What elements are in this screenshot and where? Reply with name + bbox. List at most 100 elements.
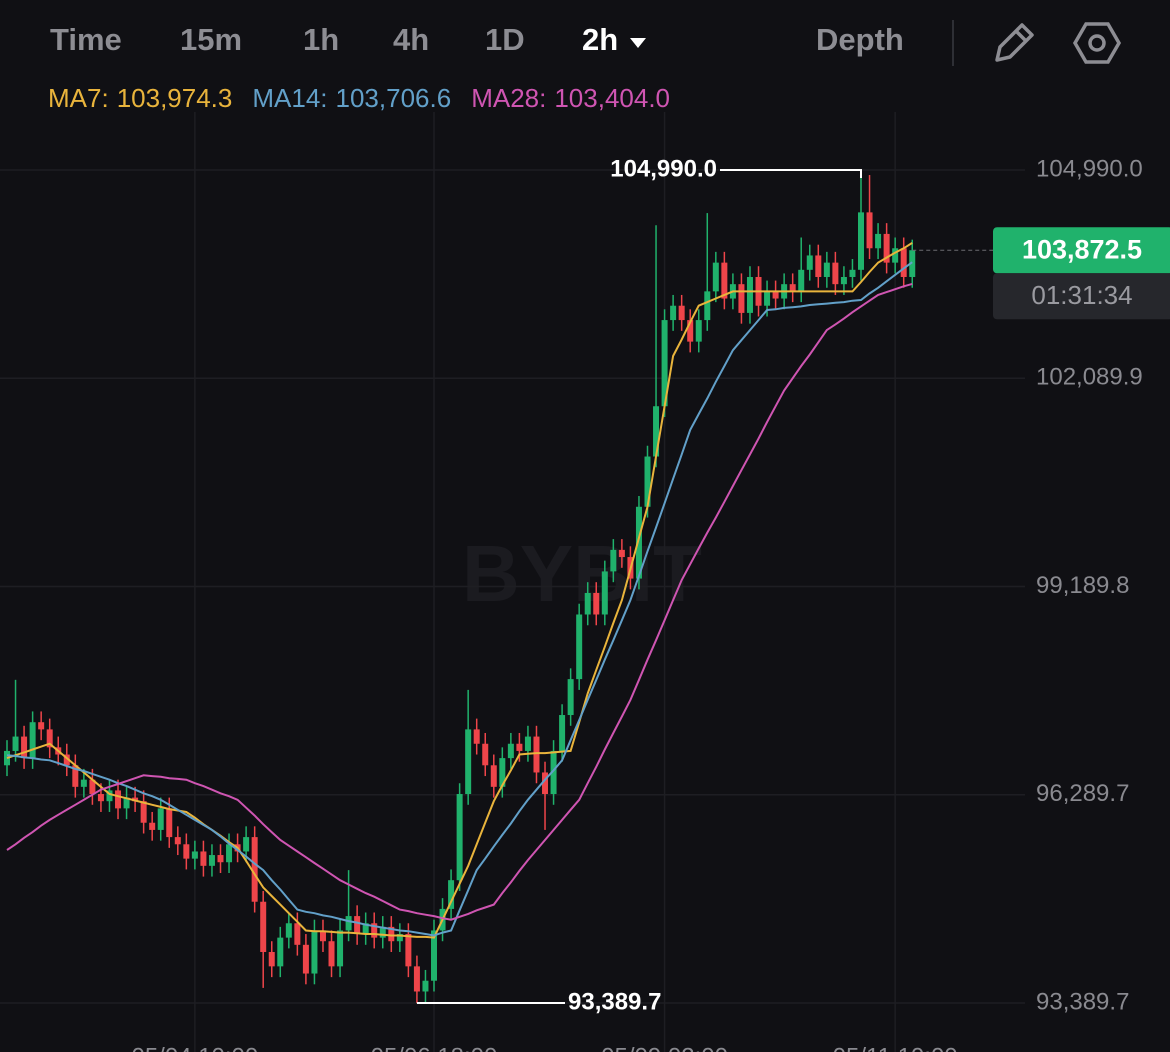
candle-body	[345, 916, 352, 931]
candle-body	[12, 736, 19, 751]
candle-body	[456, 794, 463, 881]
y-tick-label: 96,289.7	[1036, 780, 1129, 807]
settings-icon[interactable]	[1072, 22, 1122, 64]
candle-body	[362, 923, 369, 935]
depth-tab[interactable]: Depth	[816, 22, 904, 57]
candle-body	[260, 901, 267, 952]
candle-body	[798, 269, 805, 292]
watermark: BYBIT	[462, 529, 702, 618]
candle-body	[473, 729, 480, 744]
candle-body	[883, 233, 890, 263]
candle-body	[866, 212, 873, 249]
candle-body	[849, 269, 856, 277]
timeframe-tab[interactable]: 1h	[303, 22, 339, 57]
candle-body	[268, 951, 275, 967]
candle-body	[208, 855, 215, 866]
candle-body	[653, 406, 660, 457]
candle-body	[38, 722, 45, 730]
candle-body	[584, 592, 591, 615]
ma-line	[6, 282, 913, 921]
candle-body	[149, 822, 156, 830]
legend-name: MA28:	[471, 83, 546, 113]
candle-body	[46, 729, 53, 748]
plot-area: BYBIT 104,990.0 102,089.9 99,189.8 96,289.7 9…	[0, 112, 1170, 1052]
candle-body	[516, 743, 523, 751]
high-marker-line	[720, 169, 862, 178]
candle-body	[132, 797, 139, 802]
legend-name: MA7:	[48, 83, 109, 113]
candle-body	[465, 729, 472, 795]
candle-body	[217, 855, 224, 863]
candle-body	[610, 549, 617, 572]
x-tick-label: 05/04 10:00	[131, 1043, 258, 1052]
legend-value: 103,404.0	[554, 83, 670, 113]
candle-body	[200, 851, 207, 866]
candle-body	[80, 779, 87, 787]
candle-body	[832, 262, 839, 285]
candle-body	[858, 212, 864, 270]
candle-body	[542, 772, 549, 795]
candle-body	[328, 941, 335, 967]
candle-body	[789, 284, 796, 292]
x-tick-label: 05/11 10:00	[833, 1043, 958, 1052]
y-tick-label: 104,990.0	[1036, 155, 1143, 182]
candle-body	[413, 966, 420, 992]
candle-body	[319, 930, 326, 942]
candle-body	[533, 736, 540, 773]
candle-body	[72, 765, 79, 787]
candle-body	[900, 248, 907, 277]
candle-body	[815, 255, 822, 277]
candle-body	[635, 506, 642, 579]
candle-body	[772, 291, 779, 299]
candle-body	[294, 923, 301, 945]
candle-body	[746, 276, 753, 313]
candle-body	[507, 743, 514, 759]
candle-body	[191, 851, 198, 859]
candle-body	[909, 250, 916, 277]
candle-body	[396, 934, 403, 942]
candle-body	[687, 320, 694, 342]
y-tick-label: 99,189.8	[1036, 572, 1129, 599]
y-tick-label: 102,089.9	[1036, 364, 1143, 391]
candle-body	[166, 808, 173, 838]
candle-body	[405, 934, 412, 967]
legend: MA7: 103,974.3 MA14: 103,706.6 MA28: 103,404.…	[48, 83, 670, 113]
legend-name: MA14:	[252, 83, 327, 113]
candle-body	[875, 233, 882, 249]
countdown-label: 01:31:34	[1031, 280, 1132, 310]
timeframe-tab[interactable]: 1D	[485, 22, 525, 57]
legend-value: 103,974.3	[117, 83, 233, 113]
candle-body	[712, 262, 719, 292]
candle-body	[337, 930, 344, 967]
candle-body	[559, 715, 566, 751]
candle-body	[388, 926, 395, 942]
draw-tool-icon[interactable]	[995, 23, 1034, 62]
candle-body	[157, 808, 164, 830]
candle-body	[106, 790, 113, 802]
candle-body	[550, 750, 557, 795]
candle-body	[618, 549, 625, 558]
timeframe-tab[interactable]: 15m	[180, 22, 242, 57]
candle-body	[678, 305, 685, 321]
candle-body	[174, 837, 181, 845]
dropdown-caret[interactable]	[630, 38, 646, 48]
candle-body	[371, 923, 378, 938]
candle-body	[285, 923, 292, 938]
candle-body	[354, 916, 361, 935]
timeframe-tab[interactable]: 4h	[393, 22, 429, 57]
candle-body	[721, 262, 728, 299]
timeframe-tab[interactable]: Time	[50, 22, 122, 57]
candle-body	[29, 722, 36, 759]
candle-body	[524, 736, 531, 751]
timeframe-tab[interactable]: 2h	[582, 22, 618, 57]
last-price-box	[993, 227, 1170, 274]
high-marker-label: 104,990.0	[610, 155, 717, 182]
candle-body	[89, 779, 96, 795]
candle-body	[431, 930, 437, 981]
candle-body	[243, 837, 250, 852]
candle-body	[379, 926, 386, 938]
candle-body	[593, 592, 600, 615]
candle-body	[661, 320, 668, 407]
